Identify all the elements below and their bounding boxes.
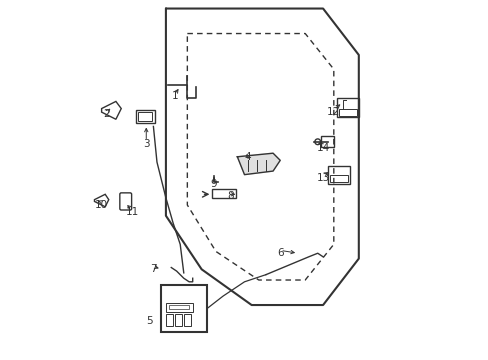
Polygon shape bbox=[237, 153, 280, 175]
Bar bbox=[339, 109, 356, 116]
Bar bbox=[212, 189, 235, 198]
Bar bbox=[160, 285, 206, 332]
Bar bbox=[321, 136, 333, 147]
Text: 2: 2 bbox=[103, 109, 110, 119]
Text: 14: 14 bbox=[316, 143, 329, 153]
Bar bbox=[135, 111, 155, 123]
Bar bbox=[175, 314, 182, 327]
Bar bbox=[183, 314, 190, 327]
Text: 11: 11 bbox=[125, 207, 138, 217]
Text: 4: 4 bbox=[244, 152, 251, 162]
Bar bbox=[169, 305, 189, 309]
Bar bbox=[328, 166, 349, 184]
Text: 5: 5 bbox=[146, 316, 153, 326]
Bar bbox=[329, 175, 347, 182]
Bar bbox=[165, 314, 173, 327]
Bar bbox=[138, 112, 152, 121]
Text: 9: 9 bbox=[210, 179, 217, 189]
Bar bbox=[165, 303, 192, 312]
Text: 10: 10 bbox=[95, 200, 108, 210]
Text: 8: 8 bbox=[226, 191, 233, 201]
Text: 1: 1 bbox=[171, 91, 178, 101]
Bar bbox=[337, 98, 358, 117]
Text: 12: 12 bbox=[326, 107, 340, 117]
Text: 6: 6 bbox=[276, 248, 283, 258]
Text: 7: 7 bbox=[150, 264, 156, 274]
Text: 13: 13 bbox=[316, 173, 329, 183]
Text: 3: 3 bbox=[142, 139, 149, 149]
